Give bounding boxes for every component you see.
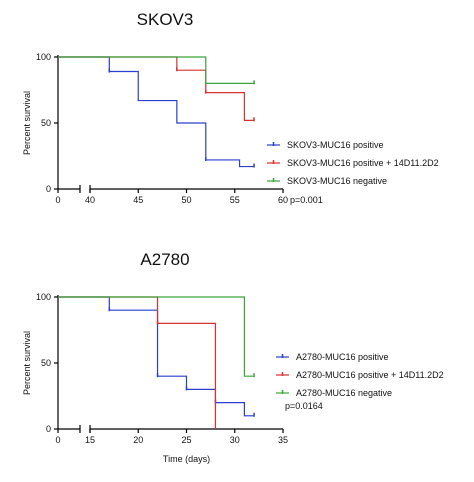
legend-entry: A2780-MUC16 positive + 14D11.2D2 — [296, 370, 444, 380]
x-tick-label: 15 — [85, 435, 95, 445]
legend-entry: A2780-MUC16 negative — [296, 388, 392, 398]
survival-curve — [58, 56, 255, 168]
chart-title: SKOV3 — [137, 10, 194, 29]
x-tick-label: 0 — [55, 195, 60, 205]
y-tick-label: 100 — [36, 52, 51, 62]
x-tick-label: 25 — [181, 435, 191, 445]
y-tick-label: 0 — [46, 424, 51, 434]
chart-panel-skov3: SKOV3 0 50 100 Percent survival 0 40 45 50 55 60 SK… — [22, 10, 439, 205]
y-tick-label: 50 — [41, 118, 51, 128]
x-tick-label: 40 — [85, 195, 95, 205]
y-tick-label: 50 — [41, 358, 51, 368]
x-tick-label: 35 — [278, 435, 288, 445]
survival-curve — [58, 296, 255, 377]
y-axis-label: Percent survival — [22, 331, 32, 395]
x-tick-label: 45 — [133, 195, 143, 205]
survival-curve — [58, 296, 217, 429]
p-value: p=0.001 — [290, 195, 323, 205]
x-tick-label: 30 — [230, 435, 240, 445]
chart-panel-a2780: A2780 0 50 100 Percent survival 0 15 20 25 30 35 Ti… — [22, 250, 444, 464]
x-tick-label: 55 — [230, 195, 240, 205]
legend-entry: SKOV3-MUC16 negative — [287, 176, 387, 186]
x-tick-label: 60 — [278, 195, 288, 205]
x-axis-label: Time (days) — [163, 454, 210, 464]
survival-curve — [58, 296, 255, 417]
x-tick-label: 0 — [55, 435, 60, 445]
legend-entry: SKOV3-MUC16 positive + 14D11.2D2 — [287, 158, 439, 168]
x-tick-label: 50 — [181, 195, 191, 205]
p-value: p=0.0164 — [285, 401, 323, 411]
survival-curve — [58, 56, 255, 121]
y-tick-label: 0 — [46, 184, 51, 194]
survival-curve — [58, 56, 255, 84]
y-axis-label: Percent survival — [22, 91, 32, 155]
chart-title: A2780 — [140, 250, 189, 269]
legend-entry: SKOV3-MUC16 positive — [287, 140, 384, 150]
legend-entry: A2780-MUC16 positive — [296, 352, 389, 362]
y-tick-label: 100 — [36, 292, 51, 302]
x-tick-label: 20 — [133, 435, 143, 445]
